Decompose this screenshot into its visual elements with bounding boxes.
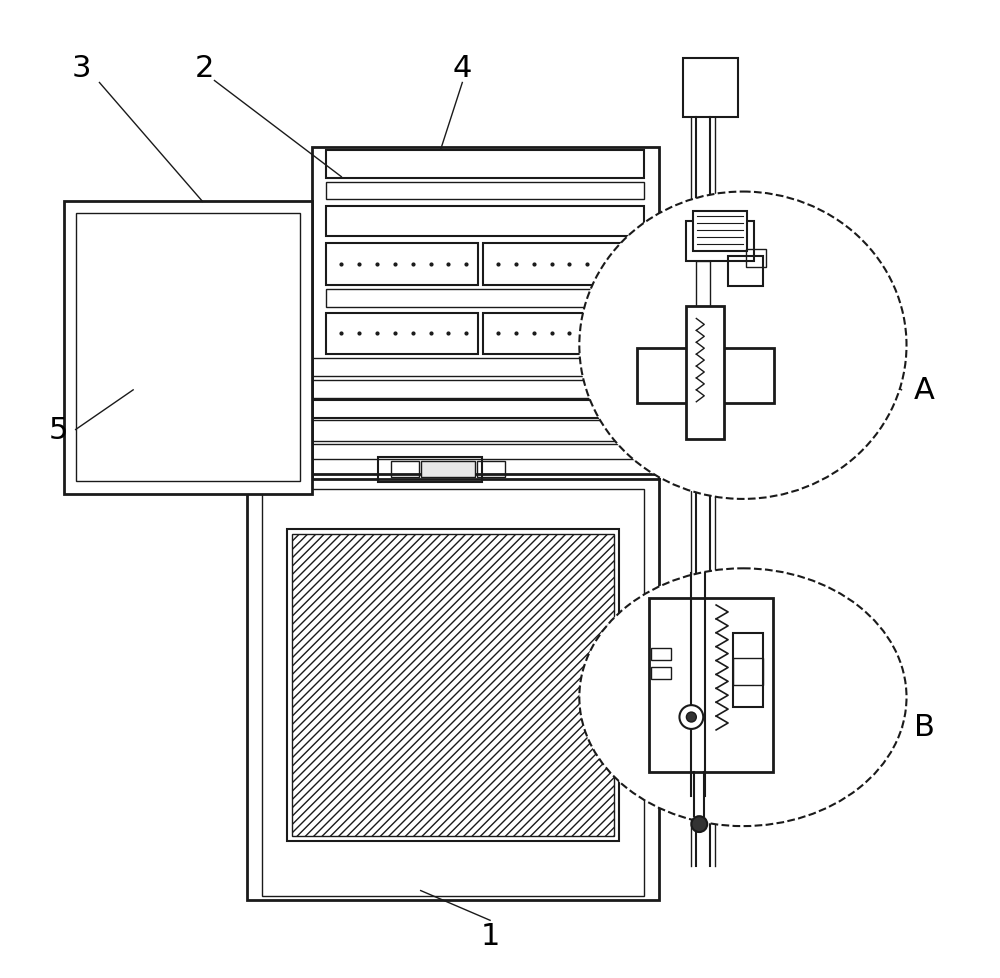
Circle shape — [679, 705, 703, 730]
Text: A: A — [914, 376, 935, 405]
Bar — [483, 313, 644, 355]
Bar — [647, 359, 764, 393]
Bar — [64, 202, 312, 495]
Bar — [312, 359, 659, 377]
Bar — [326, 151, 644, 179]
Bar — [686, 306, 724, 440]
Bar — [683, 59, 738, 118]
Bar — [326, 207, 644, 237]
Bar — [733, 658, 763, 686]
Bar — [326, 244, 478, 286]
Bar — [292, 534, 614, 836]
Bar — [262, 490, 644, 896]
Bar — [477, 462, 505, 477]
Text: 5: 5 — [49, 416, 68, 445]
Bar — [326, 313, 478, 355]
Bar — [312, 400, 659, 419]
Bar — [312, 380, 659, 398]
Bar — [649, 599, 773, 772]
Bar — [326, 289, 644, 307]
Bar — [326, 183, 644, 200]
Bar — [651, 648, 671, 660]
Bar — [746, 249, 766, 268]
Circle shape — [691, 817, 707, 832]
Circle shape — [686, 712, 696, 723]
Bar — [312, 421, 659, 442]
Bar — [312, 148, 659, 479]
Text: 3: 3 — [72, 54, 91, 83]
Bar — [696, 262, 710, 311]
Bar — [292, 534, 614, 836]
Ellipse shape — [579, 569, 907, 826]
Bar — [637, 349, 774, 403]
Bar — [391, 462, 419, 477]
Text: 1: 1 — [480, 920, 500, 950]
Bar — [733, 633, 763, 707]
Bar — [421, 462, 475, 477]
Bar — [695, 311, 713, 430]
Text: 2: 2 — [195, 54, 214, 83]
Bar — [287, 529, 619, 841]
Bar — [76, 214, 300, 481]
Bar — [378, 458, 482, 482]
Bar — [483, 244, 644, 286]
Ellipse shape — [579, 193, 907, 500]
Bar — [651, 668, 671, 680]
Bar — [693, 212, 747, 251]
Bar — [728, 257, 763, 287]
Text: 4: 4 — [453, 54, 472, 83]
Text: B: B — [914, 713, 935, 741]
Bar — [247, 474, 659, 901]
Bar — [686, 222, 754, 262]
Bar — [312, 445, 659, 460]
